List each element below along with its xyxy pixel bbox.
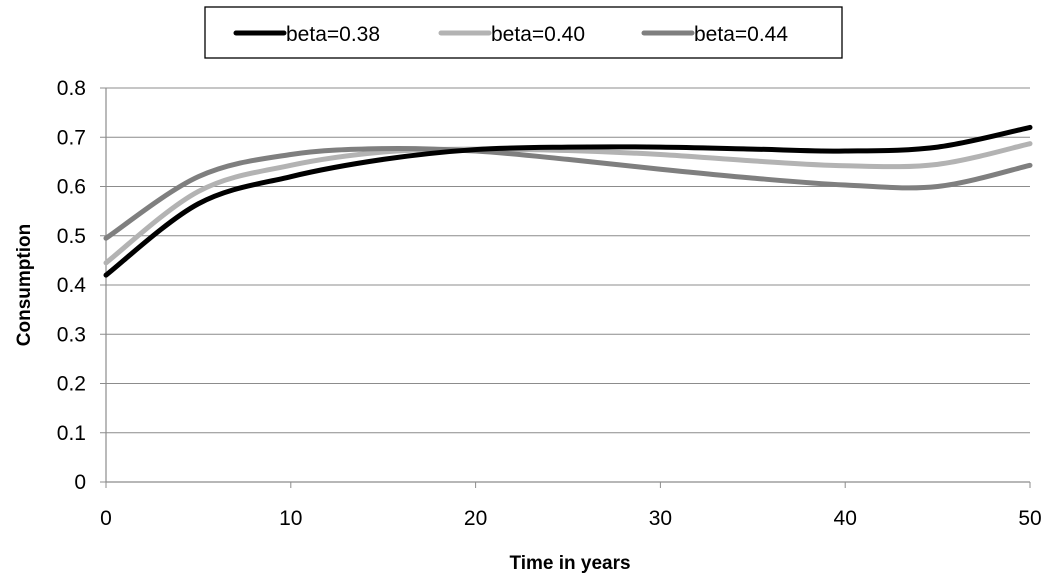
x-axis-title: Time in years xyxy=(509,553,630,574)
y-tick-label: 0.6 xyxy=(57,176,86,199)
y-tick-label: 0 xyxy=(74,471,86,494)
y-tick-label: 0.7 xyxy=(57,126,86,149)
series-lines xyxy=(103,124,1033,278)
y-tick-label: 0.5 xyxy=(57,225,86,248)
gridlines xyxy=(106,87,1030,434)
y-tick-label: 0.4 xyxy=(57,274,87,297)
legend-label: beta=0.40 xyxy=(491,23,585,46)
legend-box xyxy=(204,6,843,59)
legend: beta=0.38 beta=0.40 beta=0.44 xyxy=(204,6,843,59)
x-tick-label: 0 xyxy=(100,507,112,530)
series-line-beta-0-38 xyxy=(103,124,1033,278)
series-line-beta-0-40 xyxy=(103,141,1033,266)
legend-label: beta=0.38 xyxy=(286,23,380,46)
axes xyxy=(100,87,1031,488)
x-tick-label: 50 xyxy=(1018,507,1041,530)
x-tick-label: 20 xyxy=(464,507,487,530)
series-line-beta-0-44 xyxy=(103,145,1033,241)
legend-label: beta=0.44 xyxy=(694,23,788,46)
x-tick-label: 40 xyxy=(834,507,857,530)
y-axis-title: Consumption xyxy=(14,224,35,346)
tick-labels: 0 0.1 0.2 0.3 0.4 0.5 0.6 0.7 0.8 0 10 20 30 40 50 xyxy=(57,77,1042,530)
x-tick-label: 10 xyxy=(279,507,302,530)
y-tick-label: 0.2 xyxy=(57,373,86,396)
y-tick-label: 0.1 xyxy=(57,422,86,445)
y-tick-label: 0.3 xyxy=(57,323,86,346)
y-tick-label: 0.8 xyxy=(57,77,86,100)
x-tick-label: 30 xyxy=(649,507,672,530)
